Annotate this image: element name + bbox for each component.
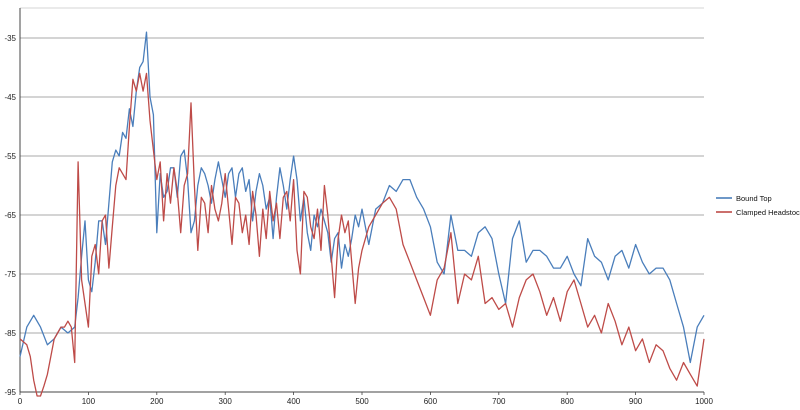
legend: Bound Top Clamped Headstock [716, 194, 800, 217]
legend-label-bound-top: Bound Top [736, 194, 772, 203]
y-tick-label: -85 [4, 329, 16, 338]
x-tick-label: 0 [18, 397, 23, 406]
series-layer [19, 31, 705, 397]
x-tick-label: 200 [150, 397, 164, 406]
x-tick-label: 900 [629, 397, 643, 406]
axes [19, 7, 705, 395]
y-tick-label: -35 [4, 34, 16, 43]
y-tick-label: -75 [4, 270, 16, 279]
x-tick-label: 1000 [695, 397, 713, 406]
x-tick-label: 600 [424, 397, 438, 406]
grid-lines [20, 37, 704, 393]
x-tick-label: 500 [355, 397, 369, 406]
y-tick-label: -95 [4, 388, 16, 397]
legend-label-clamped-headstock: Clamped Headstock [736, 208, 800, 217]
x-tick-label: 300 [219, 397, 233, 406]
y-tick-label: -45 [4, 93, 16, 102]
x-tick-label: 700 [492, 397, 506, 406]
x-tick-label: 100 [82, 397, 96, 406]
x-tick-label: 400 [287, 397, 301, 406]
series-line-bound-top [19, 31, 705, 364]
y-tick-label: -55 [4, 152, 16, 161]
series-line-clamped-headstock [19, 72, 705, 397]
tick-labels: -35 -45 -55 -65 -75 -85 -950 100 200 300 400 500 600… [4, 34, 713, 406]
x-tick-label: 800 [561, 397, 575, 406]
y-tick-label: -65 [4, 211, 16, 220]
